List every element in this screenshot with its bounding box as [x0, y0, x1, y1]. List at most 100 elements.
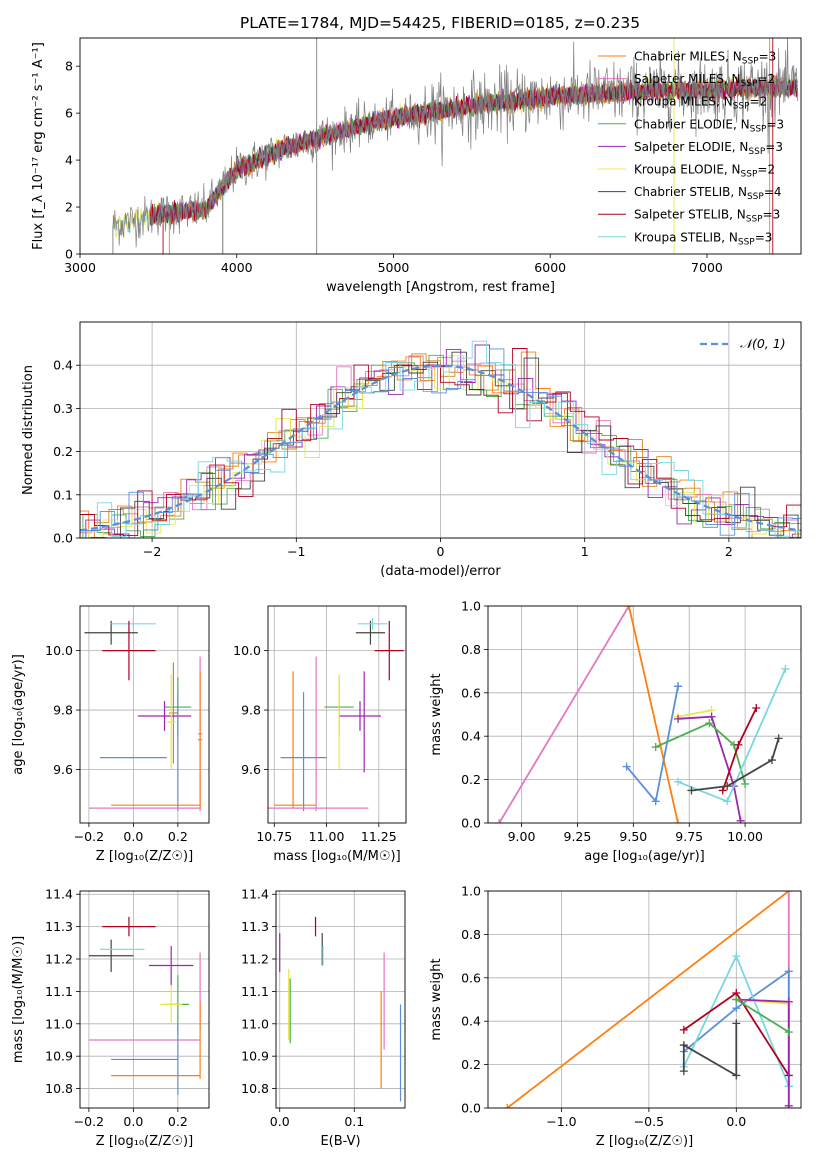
x-tick-label: 10.00 [727, 829, 763, 844]
x-tick-label: 0.0 [123, 829, 143, 844]
x-tick-label: 11.00 [309, 829, 345, 844]
legend-label-text: Kroupa MILES, N [634, 95, 733, 109]
data-point [741, 779, 750, 788]
data-point [774, 734, 783, 743]
y-tick-label: 9.6 [53, 762, 73, 777]
data-point [674, 714, 683, 723]
observed-spectrum-line [112, 38, 798, 248]
y-tick-label: 1.0 [461, 599, 481, 614]
x-axis-label: mass [log₁₀(M/M☉)] [273, 849, 400, 864]
legend-label-sub: SSP [750, 124, 767, 134]
legend-label-sub: SSP [746, 215, 763, 225]
frame-age_mass [267, 605, 407, 824]
frame-mass_Z [79, 890, 210, 1109]
y-tick-label: 9.8 [53, 703, 73, 718]
axes-age_mass: 10.75 11.00 11.25 9.6 9.8 10.0 mass [log₁₀(M/M… [233, 605, 407, 864]
y-tick-label: 10.8 [45, 1081, 73, 1096]
x-tick-label: 7000 [691, 260, 723, 275]
mass-weight-line [506, 891, 790, 1108]
legend-label: Kroupa MILES, NSSP=2 [634, 95, 767, 112]
legend-label-val: =3 [766, 117, 784, 131]
y-tick-label: 0.2 [53, 444, 73, 459]
residual-histogram [80, 348, 801, 538]
y-tick-label: 6 [65, 106, 73, 121]
data-point [784, 891, 793, 895]
frame-residuals [79, 321, 802, 539]
plot-area-mass_Z [88, 916, 201, 1096]
y-tick-label: 0.6 [461, 970, 481, 985]
y-tick-label: 4 [65, 153, 73, 168]
y-tick-label: 11.1 [241, 984, 269, 999]
data-point [503, 1104, 512, 1108]
y-tick-label: 11.2 [241, 952, 269, 967]
y-tick-label: 0.8 [461, 927, 481, 942]
frame-mass_ebv [275, 890, 406, 1109]
plot-area-mw_Z [503, 891, 793, 1108]
y-tick-label: 0.4 [461, 1014, 481, 1029]
y-tick-label: 0.0 [53, 531, 73, 546]
legend-label-val: =3 [765, 140, 783, 154]
legend-label-text: Kroupa STELIB, N [634, 230, 738, 244]
data-point [723, 782, 732, 791]
legend-label-text: Chabrier ELODIE, N [634, 117, 750, 131]
y-tick-label: 11.3 [241, 919, 269, 934]
y-tick-label: 0.2 [461, 772, 481, 787]
y-tick-label: 0.0 [461, 1101, 481, 1116]
frame-mw_Z [487, 890, 802, 1109]
residual-histogram [80, 344, 801, 538]
residual-histogram [80, 355, 801, 538]
legend-label-sub: SSP [741, 79, 758, 89]
frame-mw_age [487, 605, 802, 824]
legend-label-sub: SSP [741, 170, 758, 180]
frame-spectrum [79, 37, 802, 255]
legend-label-sub: SSP [738, 237, 755, 247]
plot-area-mass_ebv [279, 916, 402, 1102]
axes-residuals: −2 −1 0 1 2 0.0 0.1 0.2 0.3 0.4 (data-model)/error… [21, 321, 802, 579]
legend-label-text: Salpeter MILES, N [634, 72, 741, 86]
x-tick-label: −2 [143, 544, 161, 559]
axes-mw_Z: −1.0 −0.5 0.0 0.0 0.2 0.4 0.6 0.8 1.0 Z [log₁₀(Z/… [429, 884, 802, 1149]
axes-spectrum: 3000 4000 5000 6000 7000 0 2 4 6 8 wavelength [Ang… [31, 37, 802, 295]
data-point [767, 756, 776, 765]
plot-area-mw_age [495, 606, 790, 823]
mass-weight-line [691, 738, 780, 792]
residual-histogram [80, 340, 801, 538]
legend-label: Salpeter STELIB, NSSP=3 [634, 208, 780, 225]
data-point [624, 606, 633, 610]
legend-label: Kroupa ELODIE, NSSP=2 [634, 163, 775, 180]
y-tick-label: 0.3 [53, 401, 73, 416]
residual-histogram [80, 355, 801, 538]
x-tick-label: 9.75 [675, 829, 703, 844]
x-tick-label: −1 [287, 544, 305, 559]
legend-label-sub: SSP [742, 57, 759, 67]
x-axis-label: (data-model)/error [380, 564, 501, 579]
y-tick-label: 0 [65, 247, 73, 262]
data-point [732, 995, 741, 1004]
axes-mw_age: 9.00 9.25 9.50 9.75 10.00 0.0 0.2 0.4 0.6 0.8 1.0 a… [429, 599, 802, 864]
x-tick-label: 0 [437, 544, 445, 559]
data-point [651, 743, 660, 752]
x-tick-label: 3000 [64, 260, 96, 275]
x-axis-label: Z [log₁₀(Z/Z☉)] [96, 849, 193, 864]
figure-title: PLATE=1784, MJD=54425, FIBERID=0185, z=0… [240, 14, 640, 32]
x-axis-label: wavelength [Angstrom, rest frame] [326, 280, 555, 295]
x-tick-label: 0.1 [344, 1114, 364, 1129]
mass-weight-line [677, 715, 742, 821]
x-tick-label: 4000 [221, 260, 253, 275]
legend-label-text: Salpeter ELODIE, N [634, 140, 748, 154]
legend-label: Salpeter MILES, NSSP=2 [634, 72, 775, 89]
legend-label-val: =2 [757, 72, 775, 86]
data-point [687, 786, 696, 795]
x-tick-label: 0.2 [168, 829, 188, 844]
data-point [736, 816, 745, 823]
data-point [723, 797, 732, 806]
axes-mass_ebv: 0.0 0.1 10.8 10.9 11.0 11.1 11.2 11.3 11.4 E(B-V) [241, 887, 406, 1149]
y-tick-label: 10.9 [241, 1049, 269, 1064]
y-tick-label: 11.3 [45, 919, 73, 934]
data-point [705, 719, 714, 728]
x-tick-label: −0.2 [74, 1114, 104, 1129]
y-tick-label: 0.4 [461, 729, 481, 744]
y-tick-label: 0.8 [461, 642, 481, 657]
x-axis-label: age [log₁₀(age/yr)] [584, 849, 705, 864]
